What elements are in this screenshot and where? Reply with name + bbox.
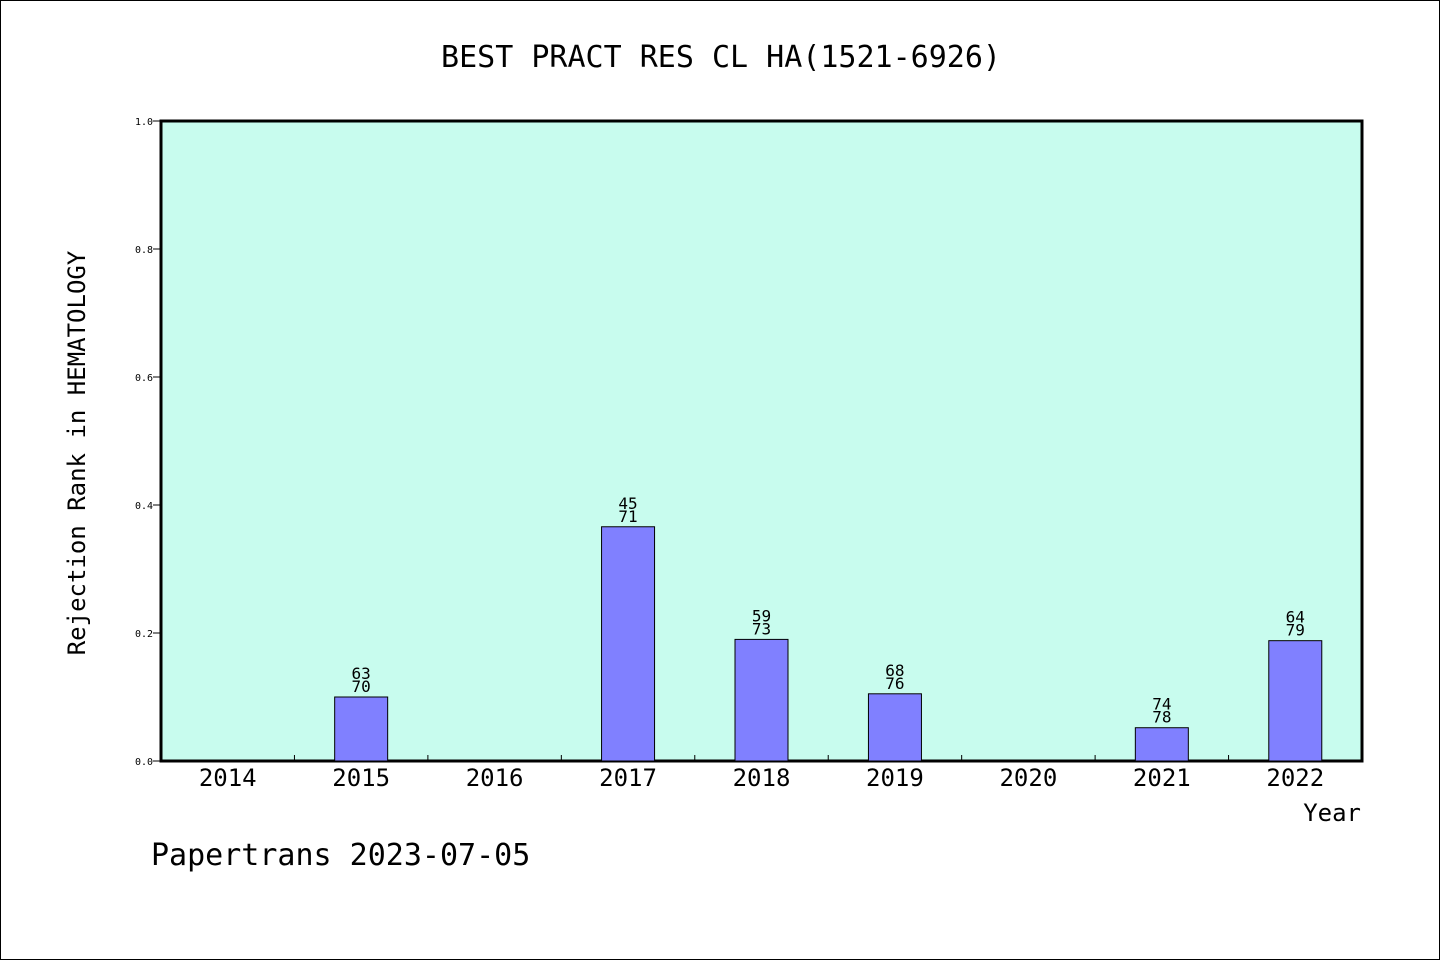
y-tick-label: 0.4 <box>135 501 153 512</box>
bar-2022 <box>1268 640 1323 762</box>
x-axis: 2014 2015 2016 2017 2018 2019 2020 2021 2022 <box>199 755 1324 792</box>
bar-2018 <box>734 638 789 762</box>
data-label-rank: 74 <box>1152 695 1171 714</box>
data-label-total: 71 <box>618 507 637 526</box>
data-label-total: 76 <box>885 674 904 693</box>
x-tick-label: 2019 <box>866 764 924 792</box>
bar-2021 <box>1134 727 1189 762</box>
data-label-total: 79 <box>1286 621 1305 640</box>
x-tick-label: 2022 <box>1266 764 1324 792</box>
x-tick-label: 2020 <box>999 764 1057 792</box>
data-label-rank: 59 <box>752 606 771 625</box>
x-tick-label: 2016 <box>466 764 524 792</box>
data-label-rank: 63 <box>352 664 371 683</box>
bar-2015 <box>334 696 389 762</box>
data-label-rank: 45 <box>618 494 637 513</box>
y-tick-label: 0.6 <box>135 373 153 384</box>
x-tick-label: 2018 <box>733 764 791 792</box>
data-label-rank: 64 <box>1286 608 1305 627</box>
x-tick-label: 2014 <box>199 764 257 792</box>
footer-text: Papertrans 2023-07-05 <box>151 838 530 873</box>
y-axis: 0.0 0.2 0.4 0.6 0.8 1.0 <box>135 117 161 768</box>
bar-2017 <box>601 526 656 762</box>
data-label-total: 73 <box>752 619 771 638</box>
y-tick-label: 1.0 <box>135 117 153 128</box>
x-tick-label: 2015 <box>332 764 390 792</box>
data-label-total: 70 <box>352 677 371 696</box>
bar-2019 <box>867 693 922 762</box>
data-label-rank: 68 <box>885 661 904 680</box>
data-label-total: 78 <box>1152 708 1171 727</box>
chart-title: BEST PRACT RES CL HA(1521-6926) <box>441 40 1001 75</box>
x-tick-label: 2021 <box>1133 764 1191 792</box>
y-tick-label: 0.0 <box>135 757 153 768</box>
y-tick-label: 0.2 <box>135 629 153 640</box>
x-tick-label: 2017 <box>599 764 657 792</box>
y-axis-label: Rejection Rank in HEMATOLOGY <box>63 250 91 655</box>
y-tick-label: 0.8 <box>135 245 153 256</box>
x-axis-label: Year <box>1303 799 1361 827</box>
